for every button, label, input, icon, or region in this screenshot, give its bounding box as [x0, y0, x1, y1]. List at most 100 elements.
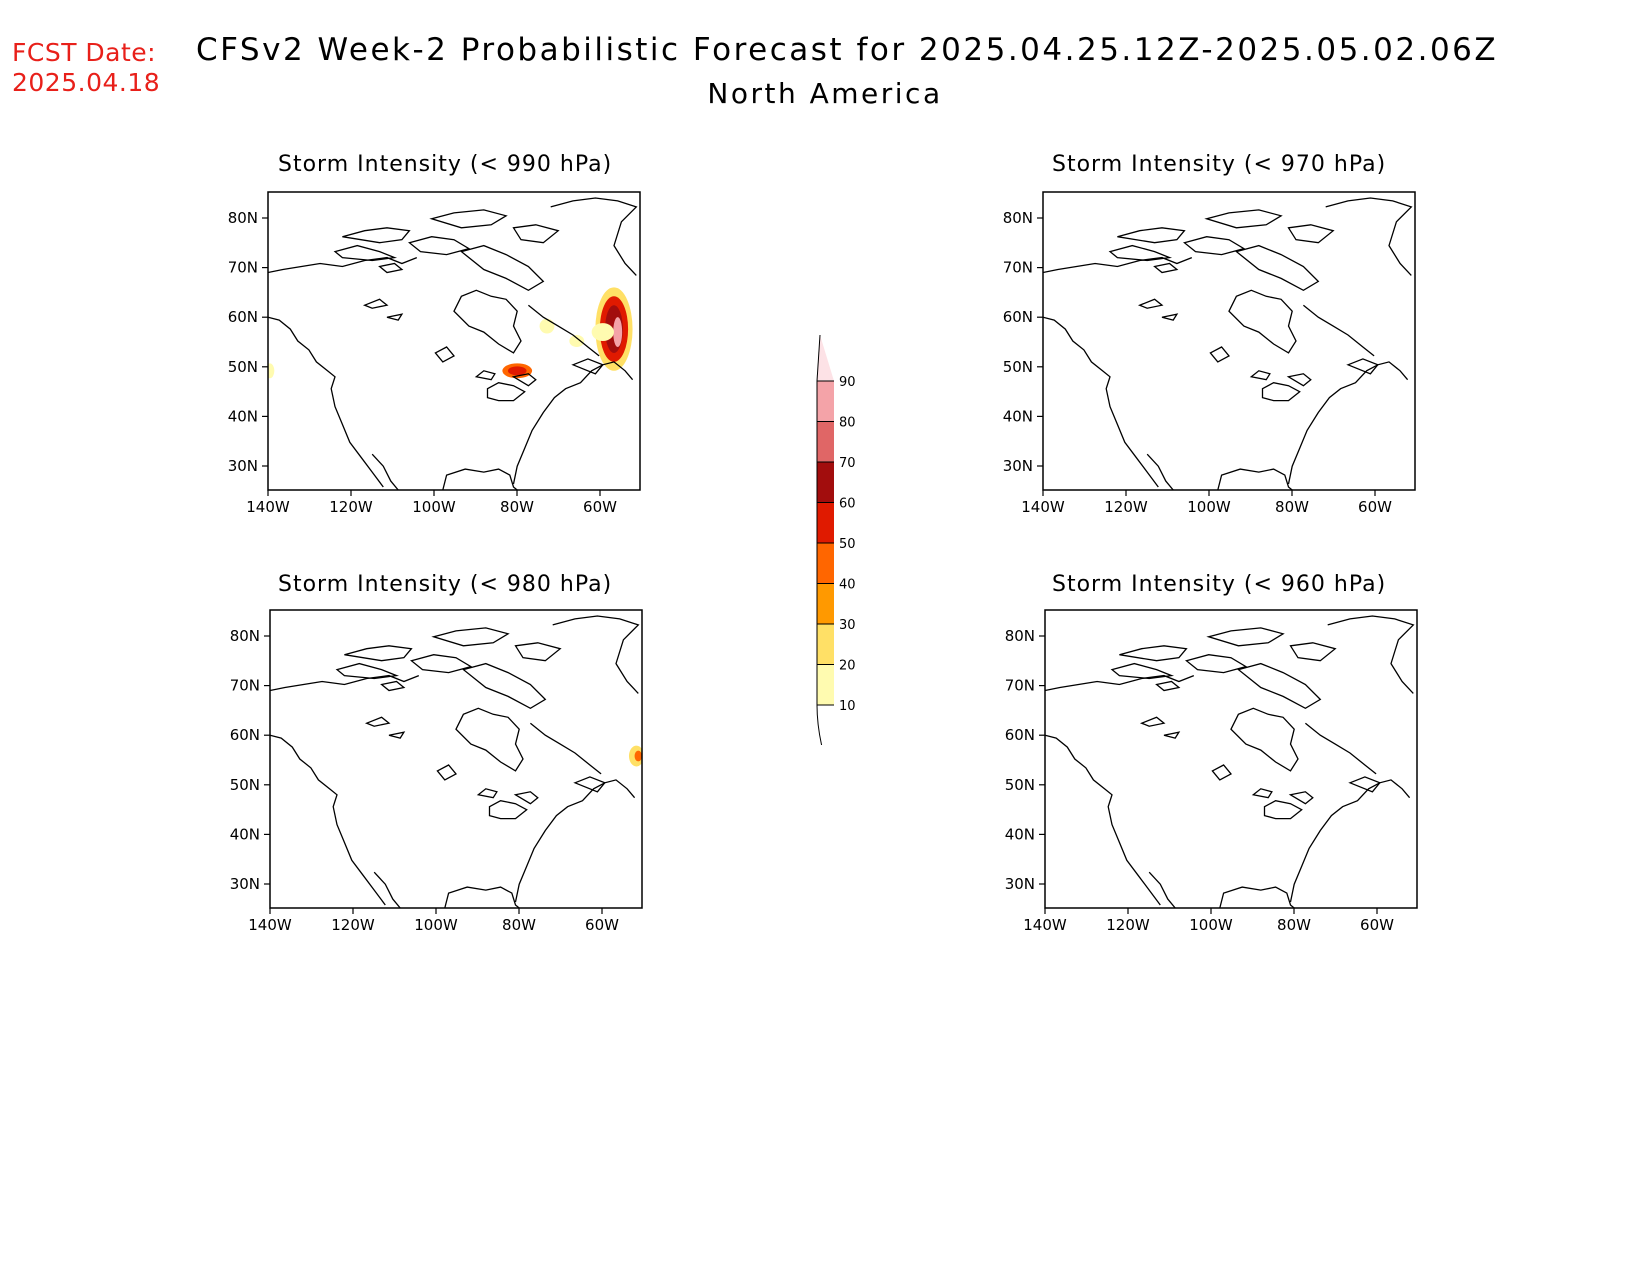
probability-shading — [569, 335, 585, 347]
lat-tick-label: 30N — [1005, 875, 1035, 893]
colorbar-label: 50 — [839, 537, 856, 552]
lon-tick-label: 100W — [414, 916, 458, 934]
colorbar-segment — [817, 664, 834, 705]
coastline — [1348, 776, 1381, 793]
lat-tick-label: 50N — [1005, 776, 1035, 794]
coastline — [512, 361, 634, 485]
lat-tick-label: 60N — [230, 726, 260, 744]
coastline — [371, 453, 399, 490]
coastline — [1286, 373, 1312, 387]
coastline — [527, 304, 600, 357]
fcst-date-line1: FCST Date: — [12, 38, 157, 67]
colorbar-label: 90 — [839, 375, 856, 390]
coastline — [459, 244, 545, 292]
panel-title-970: Storm Intensity (< 970 hPa) — [1052, 152, 1387, 177]
lon-tick-label: 60W — [585, 916, 619, 934]
coastline — [1155, 680, 1181, 692]
coastline — [1261, 382, 1301, 402]
coastline — [1304, 722, 1377, 775]
coastline — [1211, 764, 1233, 781]
coastline — [486, 382, 526, 402]
main-title: CFSv2 Week-2 Probabilistic Forecast for … — [196, 32, 1499, 68]
coastline — [444, 886, 520, 908]
coastline — [1110, 662, 1175, 680]
coastline — [386, 313, 404, 321]
coastline — [474, 370, 496, 381]
coastline — [268, 256, 418, 274]
coastline — [529, 722, 602, 775]
probability-shading — [613, 317, 623, 347]
coastline — [1346, 358, 1379, 375]
coastline — [342, 227, 411, 244]
coastline — [571, 358, 604, 375]
lon-tick-label: 120W — [1106, 916, 1150, 934]
coastline — [1153, 262, 1179, 274]
lon-tick-label: 80W — [502, 916, 536, 934]
lat-tick-label: 60N — [228, 308, 258, 326]
coastline — [1161, 313, 1179, 321]
panel-title-960: Storm Intensity (< 960 hPa) — [1052, 572, 1387, 597]
region-subtitle: North America — [707, 77, 943, 110]
lat-tick-label: 60N — [1003, 308, 1033, 326]
coastline — [1287, 224, 1335, 244]
map-panel-970: 80N 70N 60N 50N 40N 30N 140W 120W 100W 80W 60W — [1003, 191, 1416, 516]
coastline — [476, 788, 498, 799]
coastline — [1234, 244, 1320, 292]
map-panel-980: 80N 70N 60N 50N 40N 30N 140W 120W 100W 80W 60W — [230, 609, 643, 934]
map-frame — [269, 609, 643, 909]
colorbar-segment — [817, 502, 834, 543]
coastline — [268, 316, 384, 488]
lon-tick-label: 60W — [1360, 916, 1394, 934]
fcst-date-value: 2025.04.18 — [12, 68, 161, 97]
coastline — [514, 642, 562, 662]
lon-tick-label: 140W — [246, 498, 290, 516]
coastline — [1302, 304, 1375, 357]
coastline — [552, 615, 640, 694]
map-panel-960: 80N 70N 60N 50N 40N 30N 140W 120W 100W 80W 60W — [1005, 609, 1418, 934]
map-frame — [1044, 609, 1418, 909]
coastline — [373, 871, 401, 908]
coastline — [1108, 244, 1173, 262]
lon-tick-label: 80W — [1277, 916, 1311, 934]
lat-tick-label: 80N — [1005, 627, 1035, 645]
coastline — [1289, 642, 1337, 662]
lon-tick-label: 100W — [1189, 916, 1233, 934]
lat-tick-label: 40N — [230, 825, 260, 843]
probability-shading — [539, 318, 555, 334]
coastline — [455, 707, 524, 772]
lon-tick-label: 140W — [1023, 916, 1067, 934]
coastline — [1228, 289, 1297, 354]
fcst-date-label: FCST Date: 2025.04.18 — [12, 38, 160, 98]
coastline — [333, 244, 398, 262]
coastline — [380, 680, 406, 692]
coastline — [1236, 662, 1322, 710]
coastline — [1325, 197, 1413, 276]
lon-tick-label: 60W — [583, 498, 617, 516]
coastline — [1182, 236, 1246, 256]
lat-tick-label: 80N — [1003, 209, 1033, 227]
colorbar-segment — [817, 381, 834, 422]
colorbar-segment — [817, 421, 834, 462]
colorbar-segment — [817, 462, 834, 503]
lat-tick-label: 80N — [230, 627, 260, 645]
coastline — [1184, 654, 1248, 674]
probability-shading — [268, 363, 275, 379]
coastline — [1289, 779, 1411, 903]
lat-tick-label: 70N — [228, 259, 258, 277]
lon-tick-label: 80W — [1275, 498, 1309, 516]
lat-tick-label: 70N — [1005, 677, 1035, 695]
coastline — [513, 791, 539, 805]
lat-tick-label: 70N — [230, 677, 260, 695]
coastline — [1217, 468, 1293, 490]
colorbar-label: 40 — [839, 578, 856, 593]
coastline — [1137, 298, 1164, 309]
lat-tick-label: 50N — [1003, 358, 1033, 376]
coastline — [1204, 209, 1283, 229]
coastline — [550, 197, 638, 276]
coastline — [1045, 734, 1161, 906]
coastline — [270, 734, 386, 906]
coastline — [461, 662, 547, 710]
coastline — [335, 662, 400, 680]
coastline — [514, 779, 636, 903]
coastline — [1043, 256, 1193, 274]
